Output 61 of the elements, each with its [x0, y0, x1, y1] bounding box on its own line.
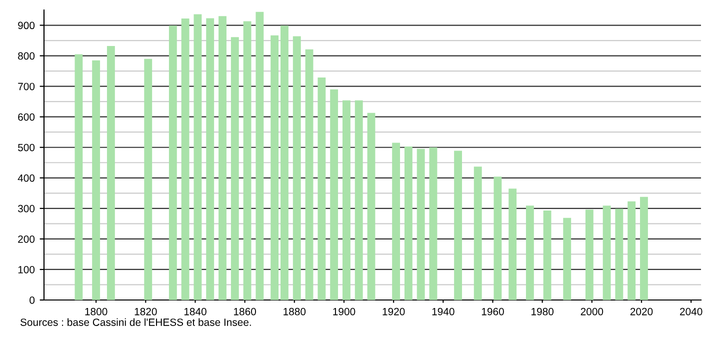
- x-tick-label: 1980: [532, 308, 554, 316]
- bar: [256, 12, 264, 300]
- bar: [74, 54, 83, 300]
- y-tick-label: 700: [18, 82, 35, 90]
- y-tick-label: 200: [18, 235, 35, 243]
- bar: [526, 206, 534, 300]
- y-tick-label: 600: [18, 113, 35, 121]
- bar: [206, 18, 214, 300]
- bar: [615, 208, 624, 300]
- y-tick-label: 400: [18, 174, 35, 182]
- bar: [354, 100, 363, 300]
- bar: [243, 21, 252, 300]
- x-tick-label: 1840: [184, 308, 206, 316]
- bar: [429, 147, 438, 300]
- y-tick-label: 0: [30, 296, 35, 304]
- x-tick-label: 1820: [134, 308, 157, 316]
- bar: [474, 166, 482, 300]
- bar: [508, 188, 517, 300]
- bar: [416, 148, 425, 300]
- bar: [454, 150, 462, 300]
- bar: [144, 58, 152, 300]
- bar: [585, 210, 594, 300]
- bar: [543, 210, 552, 300]
- bar: [106, 46, 115, 300]
- x-tick-label: 1920: [382, 308, 405, 316]
- x-tick-label: 1880: [284, 308, 306, 316]
- bar: [640, 196, 648, 300]
- x-tick-label: 1900: [333, 308, 356, 316]
- bar: [168, 26, 177, 300]
- source-note: Sources : base Cassini de l'EHESS et base Insee.: [20, 318, 251, 326]
- bar: [494, 176, 502, 300]
- y-tick-label: 900: [18, 22, 35, 30]
- y-tick-label: 100: [18, 266, 35, 274]
- bar: [305, 49, 314, 300]
- y-tick-label: 500: [18, 144, 35, 152]
- bar: [218, 16, 226, 300]
- bar: [92, 60, 100, 300]
- bar: [563, 218, 572, 300]
- bar: [404, 146, 412, 300]
- bar: [280, 26, 288, 300]
- bar: [181, 18, 190, 300]
- x-tick-label: 2020: [630, 308, 653, 316]
- x-tick-label: 1860: [234, 308, 256, 316]
- bar: [628, 201, 636, 300]
- bar: [342, 100, 350, 300]
- x-tick-label: 1800: [85, 308, 108, 316]
- y-tick-label: 300: [18, 204, 35, 212]
- x-tick-label: 1940: [432, 308, 454, 316]
- bar: [392, 142, 400, 300]
- bar: [230, 37, 239, 300]
- x-tick-label: 1960: [482, 308, 504, 316]
- x-tick-label: 2040: [680, 308, 702, 316]
- bar: [367, 112, 376, 300]
- bar: [292, 36, 301, 300]
- y-tick-label: 800: [18, 52, 35, 60]
- bar: [602, 206, 611, 300]
- x-tick-label: 2000: [580, 308, 604, 316]
- bar: [270, 35, 279, 300]
- bar: [318, 77, 326, 300]
- bar: [194, 14, 202, 300]
- bar: [330, 89, 338, 300]
